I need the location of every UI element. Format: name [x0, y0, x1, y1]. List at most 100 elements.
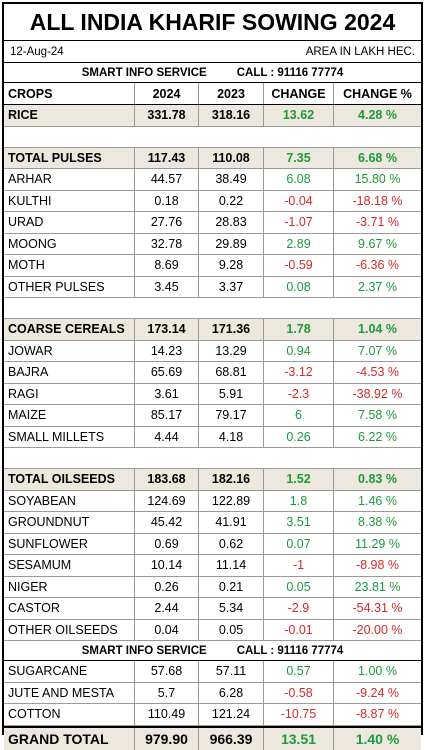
value-2024: 57.68 — [135, 661, 199, 682]
change-value: -0.04 — [264, 190, 334, 211]
value-2023: 0.22 — [199, 190, 264, 211]
value-2024: 979.90 — [135, 727, 199, 750]
value-2023: 3.37 — [199, 276, 264, 297]
change-value: 0.94 — [264, 340, 334, 361]
value-2024: 110.49 — [135, 704, 199, 725]
crop-name: BAJRA — [4, 362, 135, 383]
section-spacer — [4, 127, 421, 148]
change-value: 6.08 — [264, 169, 334, 190]
change-value: -0.59 — [264, 255, 334, 276]
value-2024: 27.76 — [135, 212, 199, 233]
col-header-change: CHANGE — [264, 83, 334, 104]
report-title: ALL INDIA KHARIF SOWING 2024 — [4, 4, 421, 41]
change-value: -10.75 — [264, 704, 334, 725]
change-pct: 1.40 % — [355, 730, 400, 747]
change-pct: -8.87 % — [355, 707, 400, 722]
crop-name: RICE — [4, 105, 135, 126]
change-pct: -4.53 % — [355, 365, 400, 380]
crop-row-niger: NIGER 0.26 0.21 0.05 23.81 % — [4, 576, 421, 598]
col-header-2023: 2023 — [199, 83, 264, 104]
col-header-crops: CROPS — [4, 83, 135, 104]
change-pct: 7.07 % — [358, 343, 397, 358]
value-2023: 0.62 — [199, 533, 264, 554]
value-2023: 110.08 — [199, 147, 264, 168]
crop-name: MAIZE — [4, 405, 135, 426]
value-2024: 173.14 — [135, 319, 199, 340]
crop-table-body: RICE 331.78 318.16 13.62 4.28 % TOTAL PULSES 1… — [4, 105, 421, 750]
crop-row-other-pulses: OTHER PULSES 3.45 3.37 0.08 2.37 % — [4, 276, 421, 298]
change-pct: 1.00 % — [358, 664, 397, 679]
change-pct: 2.37 % — [358, 279, 397, 294]
value-2024: 0.18 — [135, 190, 199, 211]
value-2023: 171.36 — [199, 319, 264, 340]
value-2023: 29.89 — [199, 233, 264, 254]
crop-name: OTHER PULSES — [4, 276, 135, 297]
change-value: 6 — [264, 405, 334, 426]
change-value: 2.89 — [264, 233, 334, 254]
value-2023: 0.05 — [199, 619, 264, 640]
crop-name: CASTOR — [4, 598, 135, 619]
value-2023: 966.39 — [199, 727, 264, 750]
value-2024: 5.7 — [135, 682, 199, 703]
change-pct: 23.81 % — [354, 579, 401, 594]
total-row-total-oilseeds: TOTAL OILSEEDS 183.68 182.16 1.52 0.83 % — [4, 469, 421, 491]
total-row-grand-total: GRAND TOTAL 979.90 966.39 13.51 1.40 % — [4, 725, 421, 750]
change-pct: -3.71 % — [355, 215, 400, 230]
col-header-change-pct: CHANGE % — [343, 86, 412, 101]
value-2023: 4.18 — [199, 426, 264, 447]
change-pct: 1.46 % — [358, 493, 397, 508]
change-pct: -6.36 % — [355, 258, 400, 273]
value-2024: 0.69 — [135, 533, 199, 554]
crop-name: MOTH — [4, 255, 135, 276]
crop-row-urad: URAD 27.76 28.83 -1.07 -3.71 % — [4, 212, 421, 234]
crop-name: SMALL MILLETS — [4, 426, 135, 447]
value-2024: 0.26 — [135, 576, 199, 597]
service-name: SMART INFO SERVICE — [81, 66, 207, 79]
crop-row-other-oilseeds: OTHER OILSEEDS 0.04 0.05 -0.01 -20.00 % — [4, 619, 421, 641]
value-2024: 85.17 — [135, 405, 199, 426]
value-2023: 68.81 — [199, 362, 264, 383]
value-2024: 8.69 — [135, 255, 199, 276]
value-2023: 0.21 — [199, 576, 264, 597]
change-pct: 6.22 % — [358, 429, 397, 444]
unit-note: AREA IN LAKH HEC. — [305, 45, 415, 58]
value-2024: 4.44 — [135, 426, 199, 447]
crop-name: ARHAR — [4, 169, 135, 190]
crop-row-maize: MAIZE 85.17 79.17 6 7.58 % — [4, 405, 421, 427]
value-2024: 45.42 — [135, 512, 199, 533]
crop-name: JOWAR — [4, 340, 135, 361]
value-2024: 32.78 — [135, 233, 199, 254]
value-2024: 117.43 — [135, 147, 199, 168]
crop-name: SESAMUM — [4, 555, 135, 576]
value-2023: 57.11 — [199, 661, 264, 682]
crop-row-bajra: BAJRA 65.69 68.81 -3.12 -4.53 % — [4, 362, 421, 384]
crop-row-arhar: ARHAR 44.57 38.49 6.08 15.80 % — [4, 169, 421, 191]
crop-name: TOTAL OILSEEDS — [4, 469, 135, 490]
crop-name: SOYABEAN — [4, 490, 135, 511]
change-pct: 1.04 % — [358, 322, 397, 337]
crop-row-soyabean: SOYABEAN 124.69 122.89 1.8 1.46 % — [4, 490, 421, 512]
crop-name: URAD — [4, 212, 135, 233]
report-subheader: 12-Aug-24 AREA IN LAKH HEC. — [4, 41, 421, 63]
crop-row-ragi: RAGI 3.61 5.91 -2.3 -38.92 % — [4, 383, 421, 405]
change-value: 0.26 — [264, 426, 334, 447]
change-value: -0.58 — [264, 682, 334, 703]
value-2023: 9.28 — [199, 255, 264, 276]
change-pct: 0.83 % — [358, 472, 397, 487]
value-2024: 331.78 — [135, 105, 199, 126]
crop-row-jowar: JOWAR 14.23 13.29 0.94 7.07 % — [4, 340, 421, 362]
change-value: 3.51 — [264, 512, 334, 533]
crop-name: NIGER — [4, 576, 135, 597]
change-pct: -20.00 % — [352, 622, 403, 637]
value-2023: 41.91 — [199, 512, 264, 533]
change-value: -0.01 — [264, 619, 334, 640]
change-value: 13.51 — [264, 727, 334, 750]
crop-row-small-millets: SMALL MILLETS 4.44 4.18 0.26 6.22 % — [4, 426, 421, 448]
crop-name: GROUNDNUT — [4, 512, 135, 533]
value-2023: 79.17 — [199, 405, 264, 426]
value-2023: 13.29 — [199, 340, 264, 361]
change-pct: 6.68 % — [358, 150, 397, 165]
service-call: CALL : 91116 77774 — [236, 66, 344, 79]
crop-row-sugarcane: SUGARCANE 57.68 57.11 0.57 1.00 % — [4, 661, 421, 683]
change-value: 1.78 — [264, 319, 334, 340]
